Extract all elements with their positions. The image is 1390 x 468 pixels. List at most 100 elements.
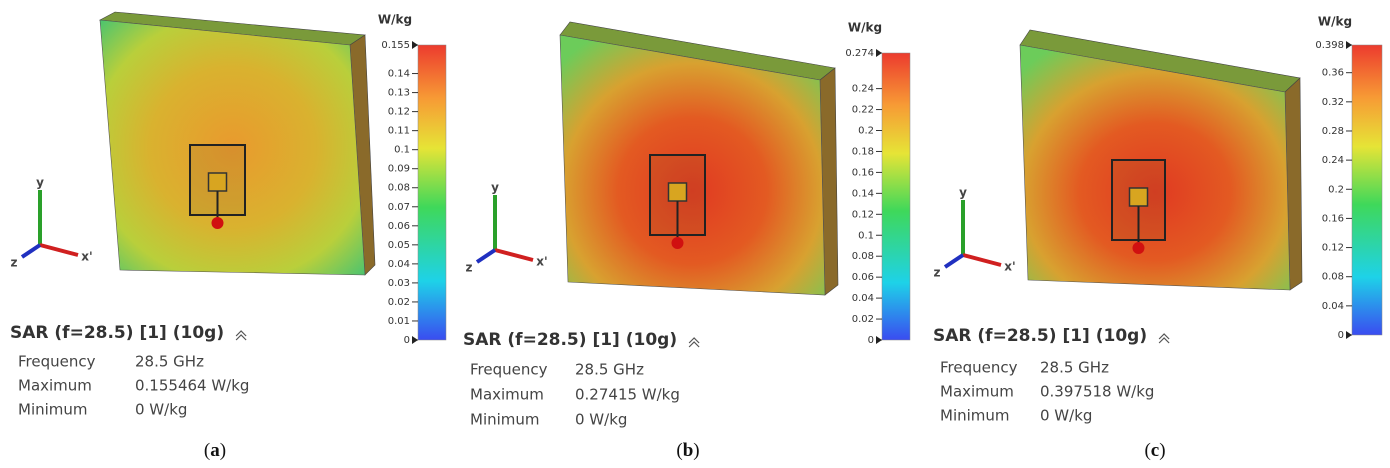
colorbar-label: 0.28 — [1322, 126, 1344, 137]
colorbar-label: 0.32 — [1322, 97, 1344, 108]
colorbar-label: 0.09 — [388, 164, 410, 175]
feed — [207, 172, 228, 192]
info-value: 0 W/kg — [575, 411, 627, 429]
colorbar-label: 0.1 — [858, 230, 874, 241]
info-label: Minimum — [18, 401, 88, 419]
slab-front — [1019, 44, 1291, 291]
colorbar-label: 0.2 — [858, 126, 874, 137]
feed — [667, 182, 688, 202]
axis-label: x' — [81, 250, 92, 264]
colorbar-label: 0.08 — [388, 183, 410, 194]
axis-z — [943, 253, 965, 269]
caption-letter: c — [1151, 440, 1159, 461]
info-value: 28.5 GHz — [575, 361, 644, 379]
axis-label: y — [491, 181, 499, 195]
axis-z — [20, 243, 42, 259]
result-title: SAR (f=28.5) [1] (10g) — [933, 326, 1147, 346]
info-label: Maximum — [18, 377, 92, 395]
info-label: Maximum — [470, 386, 544, 404]
info-value: 28.5 GHz — [1040, 359, 1109, 377]
colorbar-label: 0 — [404, 335, 410, 346]
caption-letter: b — [683, 440, 694, 461]
info-label: Minimum — [940, 407, 1010, 425]
colorbar-label: 0.05 — [388, 240, 410, 251]
port — [1132, 242, 1145, 254]
info-label: Maximum — [940, 383, 1014, 401]
info-value: 28.5 GHz — [135, 353, 204, 371]
colorbar-label: 0.03 — [388, 278, 410, 289]
colorbar-label: 0.22 — [852, 105, 874, 116]
axis-label: z — [466, 261, 473, 275]
info-value: 0.27415 W/kg — [575, 386, 680, 404]
colorbar-label: 0.24 — [1322, 155, 1344, 166]
colorbar-label: 0.08 — [852, 251, 874, 262]
result-title: SAR (f=28.5) [1] (10g) — [463, 330, 677, 350]
panel: y x' z W/kg 0 0.04 0.08 0.12 0.16 0.2 0.24 0.28 0.32… — [933, 15, 1383, 461]
collapse-icon — [688, 337, 700, 348]
colorbar-label: 0.36 — [1322, 68, 1344, 79]
info-label: Frequency — [940, 359, 1018, 377]
colorbar-label: 0.02 — [388, 297, 410, 308]
colorbar-label: 0.155 — [381, 40, 410, 51]
colorbar-label: 0.07 — [388, 202, 410, 213]
colorbar-label: 0.1 — [394, 145, 410, 156]
colorbar-label: 0.04 — [1322, 301, 1344, 312]
colorbar — [417, 44, 447, 341]
collapse-icon — [235, 330, 247, 341]
caption: (b) — [676, 440, 699, 461]
colorbar-label: 0 — [1338, 330, 1344, 341]
colorbar-label: 0.12 — [388, 107, 410, 118]
feed — [1128, 187, 1149, 207]
colorbar-label: 0.01 — [388, 316, 410, 327]
axis-label: x' — [1004, 260, 1015, 274]
colorbar-label: 0.02 — [852, 314, 874, 325]
colorbar-label: 0.12 — [852, 209, 874, 220]
colorbar-label: 0.2 — [1328, 184, 1344, 195]
info-label: Frequency — [18, 353, 96, 371]
result-title: SAR (f=28.5) [1] (10g) — [10, 323, 224, 343]
collapse-icon — [1158, 333, 1170, 344]
colorbar-label: 0.11 — [388, 126, 410, 137]
colorbar-label: 0.13 — [388, 88, 410, 99]
colorbar-label: 0.14 — [388, 69, 410, 80]
caption: (a) — [204, 440, 226, 461]
axis-label: x' — [536, 255, 547, 269]
slab-front — [559, 34, 826, 296]
port — [671, 237, 684, 249]
colorbar — [1351, 44, 1383, 336]
info-label: Frequency — [470, 361, 548, 379]
slab-front — [99, 19, 366, 276]
axis-z — [475, 248, 497, 264]
info-value: 0.155464 W/kg — [135, 377, 249, 395]
axis-x — [39, 243, 79, 257]
colorbar — [881, 52, 911, 341]
colorbar-label: 0.08 — [1322, 272, 1344, 283]
axis-x — [962, 253, 1002, 267]
colorbar-label: 0.12 — [1322, 243, 1344, 254]
port — [211, 217, 224, 229]
colorbar-unit: W/kg — [378, 13, 412, 27]
caption-letter: a — [210, 440, 220, 461]
axis-label: y — [959, 186, 967, 200]
tick-arrow — [876, 49, 882, 57]
colorbar-unit: W/kg — [848, 21, 882, 35]
info-value: 0 W/kg — [135, 401, 187, 419]
tick-arrow — [412, 41, 418, 49]
tick-arrow — [412, 336, 418, 344]
colorbar-label: 0.14 — [852, 188, 874, 199]
colorbar-label: 0.16 — [1322, 213, 1344, 224]
axis-label: y — [36, 176, 44, 190]
info-value: 0.397518 W/kg — [1040, 383, 1154, 401]
colorbar-unit: W/kg — [1318, 15, 1352, 29]
caption: (c) — [1144, 440, 1165, 461]
colorbar-label: 0.04 — [852, 293, 874, 304]
info-value: 0 W/kg — [1040, 407, 1092, 425]
info-label: Minimum — [470, 411, 540, 429]
colorbar-label: 0.18 — [852, 146, 874, 157]
tick-arrow — [1346, 41, 1352, 49]
colorbar-label: 0.274 — [845, 48, 874, 59]
tick-arrow — [876, 336, 882, 344]
colorbar-label: 0.06 — [852, 272, 874, 283]
colorbar-label: 0 — [868, 335, 874, 346]
